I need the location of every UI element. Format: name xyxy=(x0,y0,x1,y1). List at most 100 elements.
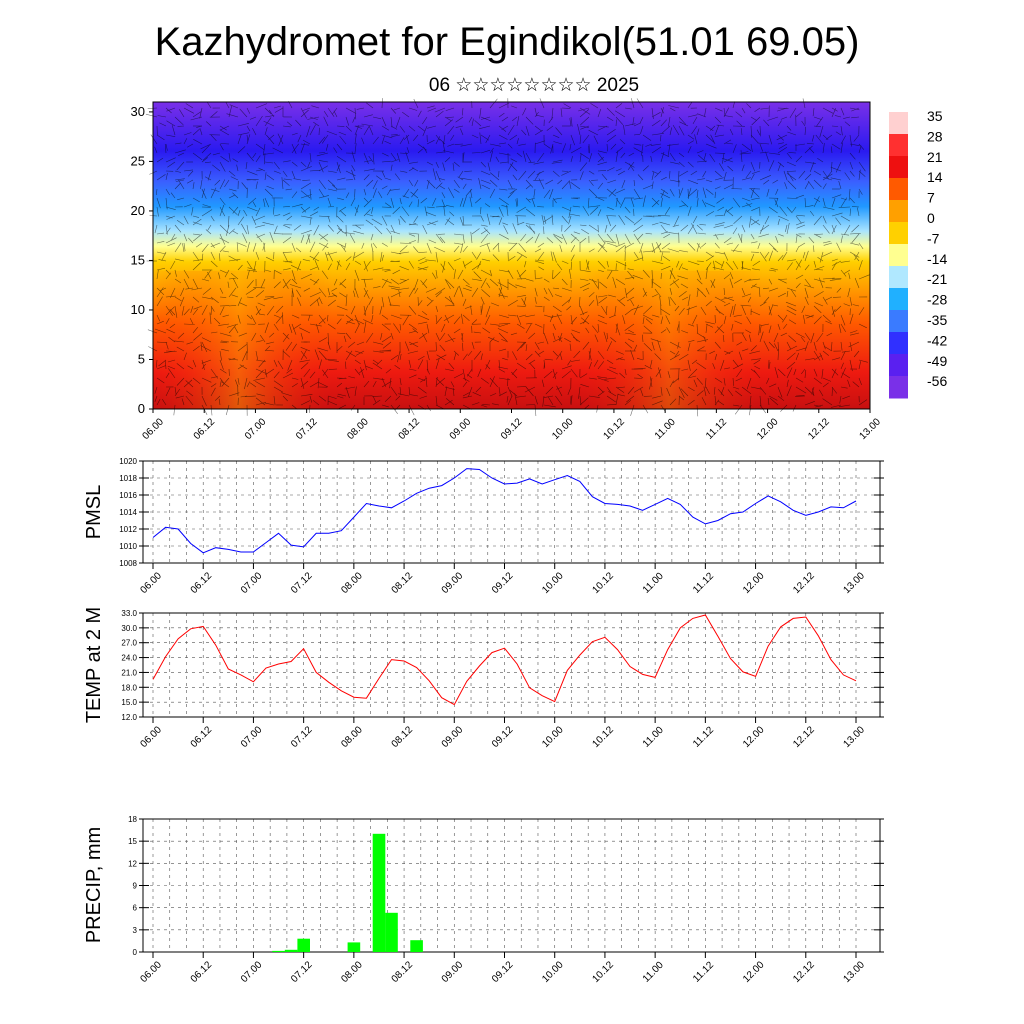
wind-barb xyxy=(813,350,821,361)
wind-barb xyxy=(852,304,860,307)
wind-barb xyxy=(543,278,550,283)
wind-barb xyxy=(186,390,194,397)
wind-barb xyxy=(720,359,725,371)
y-tick-label: 21.0 xyxy=(121,668,137,677)
wind-barb xyxy=(714,191,716,199)
wind-barb xyxy=(798,170,806,179)
wind-barb xyxy=(733,278,743,284)
wind-barb xyxy=(849,251,860,258)
wind-barb xyxy=(653,282,662,289)
wind-barb xyxy=(817,256,824,262)
wind-barb xyxy=(858,188,863,195)
wind-barb xyxy=(408,179,413,186)
wind-barb xyxy=(766,377,770,384)
wind-barb xyxy=(750,241,758,244)
wind-barb xyxy=(291,132,298,136)
wind-barb xyxy=(819,125,824,138)
wind-barb xyxy=(232,230,239,235)
wind-barb xyxy=(265,368,275,376)
wind-barb xyxy=(582,341,590,350)
wind-barb xyxy=(408,404,415,416)
wind-barb xyxy=(219,197,226,206)
wind-barb xyxy=(264,188,273,197)
wind-barb xyxy=(345,192,350,199)
wind-barb xyxy=(768,361,771,370)
wind-barb xyxy=(857,207,860,217)
wind-barb xyxy=(686,305,698,311)
wind-barb xyxy=(555,395,563,406)
wind-barb xyxy=(793,368,797,376)
wind-barb xyxy=(399,125,406,133)
wind-barb xyxy=(408,107,418,111)
wind-barb xyxy=(166,328,176,334)
wind-barb xyxy=(183,132,192,136)
wind-barb xyxy=(317,347,329,352)
wind-barb xyxy=(525,386,534,397)
wind-barb xyxy=(669,287,673,295)
wind-barb xyxy=(498,366,509,370)
wind-barb xyxy=(699,224,707,226)
wind-barb xyxy=(408,201,413,208)
wind-barb xyxy=(371,206,374,214)
wind-barb xyxy=(813,316,822,325)
y-tick-label: 15.0 xyxy=(121,698,137,707)
wind-barb xyxy=(651,278,654,289)
wind-barb xyxy=(588,248,595,253)
wind-barb xyxy=(669,296,677,306)
wind-barb xyxy=(426,242,432,254)
wind-barb xyxy=(345,350,357,357)
wind-barb xyxy=(300,332,304,340)
wind-barb xyxy=(336,197,344,200)
wind-barb xyxy=(165,237,177,244)
wind-barb xyxy=(165,372,170,379)
wind-barb xyxy=(165,341,169,350)
wind-barb xyxy=(570,197,579,200)
wind-barb xyxy=(273,161,280,170)
wind-barb xyxy=(361,278,374,280)
wind-barb xyxy=(624,341,633,349)
wind-barb xyxy=(750,116,757,121)
wind-barb xyxy=(763,340,770,352)
wind-barb xyxy=(570,236,577,244)
y-axis-label: PMSL xyxy=(83,485,105,539)
wind-barb xyxy=(481,258,491,262)
wind-barb xyxy=(516,341,526,352)
wind-barb xyxy=(579,278,589,281)
wind-barb xyxy=(732,359,739,367)
wind-barb xyxy=(696,198,699,208)
wind-barb xyxy=(204,176,212,181)
wind-barb xyxy=(606,188,616,197)
wind-barb xyxy=(701,397,707,406)
wind-barb xyxy=(291,161,298,167)
wind-barb xyxy=(246,134,251,145)
wind-barb xyxy=(628,152,635,157)
wind-barb xyxy=(190,305,194,313)
wind-barb xyxy=(660,252,663,262)
wind-barb xyxy=(183,107,195,114)
wind-barb xyxy=(321,134,329,144)
wind-barb xyxy=(831,107,838,112)
wind-barb xyxy=(408,330,417,334)
wind-barb xyxy=(492,242,500,250)
wind-barb xyxy=(243,209,248,217)
wind-barb xyxy=(579,320,587,325)
wind-barb xyxy=(309,371,316,379)
wind-barb xyxy=(752,285,761,289)
x-tick-label: 08.00 xyxy=(339,570,365,596)
wind-barb xyxy=(509,134,518,141)
wind-barb xyxy=(645,143,653,147)
wind-barb xyxy=(741,107,746,114)
wind-barb xyxy=(345,318,353,325)
wind-barb xyxy=(498,386,501,396)
wind-barb xyxy=(408,374,417,379)
wind-barb xyxy=(291,242,296,252)
wind-barb xyxy=(345,332,352,340)
wind-barb xyxy=(588,377,597,380)
wind-barb xyxy=(285,188,293,191)
wind-barb xyxy=(633,143,642,146)
wind-barb xyxy=(813,377,822,384)
wind-barb xyxy=(785,224,788,232)
wind-barb xyxy=(840,107,845,116)
wind-barb xyxy=(667,248,680,253)
wind-barb xyxy=(481,289,491,298)
